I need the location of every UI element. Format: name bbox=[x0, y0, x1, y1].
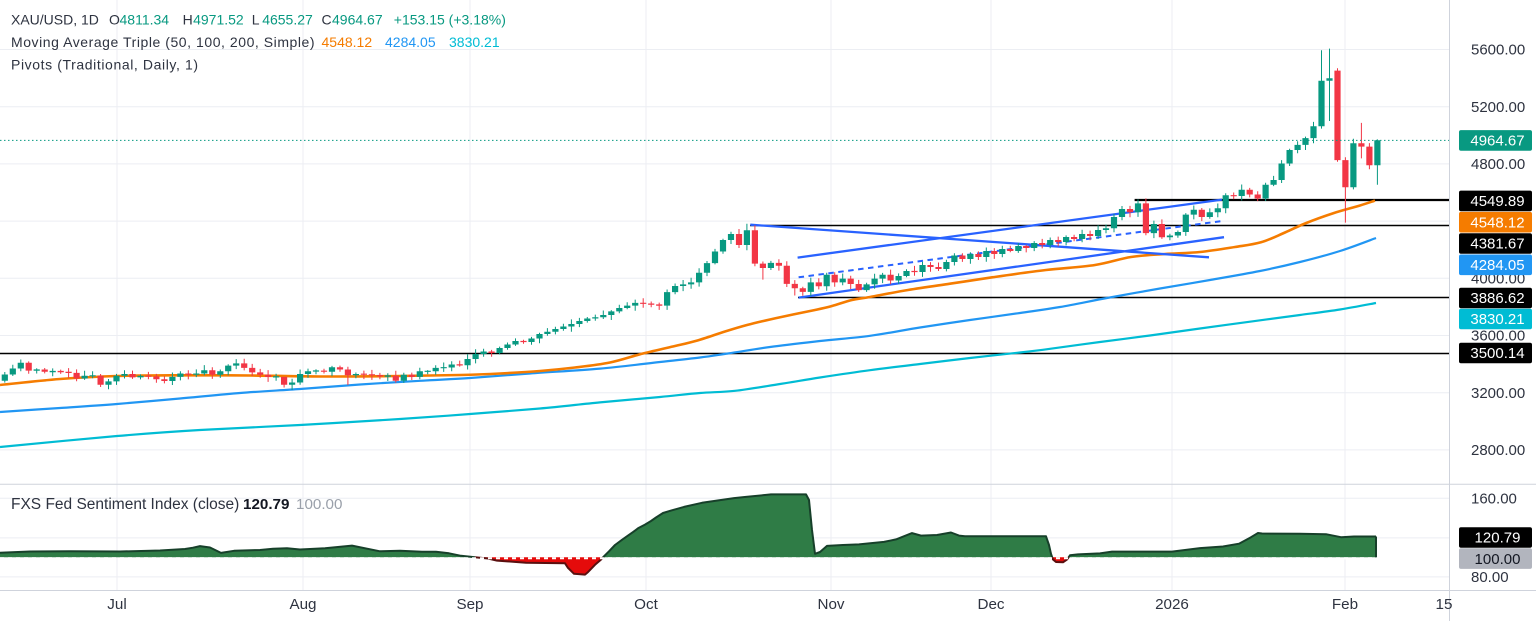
svg-text:4964.67: 4964.67 bbox=[332, 12, 383, 28]
svg-text:Aug: Aug bbox=[289, 596, 316, 613]
svg-text:Dec: Dec bbox=[977, 596, 1004, 613]
svg-text:3830.21: 3830.21 bbox=[1470, 311, 1524, 328]
svg-text:5600.00: 5600.00 bbox=[1471, 42, 1525, 59]
svg-text:4971.52: 4971.52 bbox=[193, 12, 244, 28]
svg-text:3200.00: 3200.00 bbox=[1471, 385, 1525, 402]
svg-text:4800.00: 4800.00 bbox=[1471, 156, 1525, 173]
svg-text:2026: 2026 bbox=[1155, 596, 1189, 613]
svg-text:4284.05: 4284.05 bbox=[1470, 257, 1524, 274]
svg-text:4811.34: 4811.34 bbox=[120, 12, 170, 28]
svg-text:120.79: 120.79 bbox=[1475, 530, 1521, 547]
svg-text:L: L bbox=[252, 12, 260, 28]
svg-text:100.00: 100.00 bbox=[1475, 551, 1521, 568]
svg-text:Moving Average Triple (50, 100: Moving Average Triple (50, 100, 200, Sim… bbox=[11, 34, 315, 50]
svg-text:4548.12: 4548.12 bbox=[322, 34, 373, 50]
svg-text:4284.05: 4284.05 bbox=[385, 34, 436, 50]
svg-text:Feb: Feb bbox=[1332, 596, 1358, 613]
svg-text:3886.62: 3886.62 bbox=[1470, 290, 1524, 307]
svg-text:Sep: Sep bbox=[456, 596, 483, 613]
svg-text:4381.67: 4381.67 bbox=[1470, 236, 1524, 253]
svg-text:Pivots (Traditional, Daily, 1): Pivots (Traditional, Daily, 1) bbox=[11, 57, 199, 73]
svg-text:4549.89: 4549.89 bbox=[1470, 193, 1524, 210]
svg-text:XAU/USD, 1D: XAU/USD, 1D bbox=[11, 12, 99, 28]
svg-text:4655.27: 4655.27 bbox=[262, 12, 313, 28]
svg-text:Jul: Jul bbox=[107, 596, 126, 613]
svg-text:120.79: 120.79 bbox=[243, 496, 289, 513]
svg-text:O: O bbox=[109, 12, 120, 28]
svg-text:3600.00: 3600.00 bbox=[1471, 328, 1525, 345]
svg-text:5200.00: 5200.00 bbox=[1471, 99, 1525, 116]
svg-text:FXS Fed Sentiment Index (close: FXS Fed Sentiment Index (close) bbox=[11, 496, 239, 513]
svg-text:H: H bbox=[183, 12, 193, 28]
svg-text:80.00: 80.00 bbox=[1471, 569, 1509, 586]
svg-text:C: C bbox=[322, 12, 332, 28]
svg-text:100.00: 100.00 bbox=[296, 496, 342, 513]
svg-text:Oct: Oct bbox=[634, 596, 658, 613]
svg-text:4964.67: 4964.67 bbox=[1470, 133, 1524, 150]
svg-text:160.00: 160.00 bbox=[1471, 490, 1517, 507]
svg-text:4548.12: 4548.12 bbox=[1470, 214, 1524, 231]
svg-text:Nov: Nov bbox=[817, 596, 844, 613]
svg-text:+153.15 (+3.18%): +153.15 (+3.18%) bbox=[394, 12, 506, 28]
svg-text:15: 15 bbox=[1436, 596, 1453, 613]
svg-text:2800.00: 2800.00 bbox=[1471, 442, 1525, 459]
svg-text:3500.14: 3500.14 bbox=[1470, 345, 1524, 362]
svg-text:3830.21: 3830.21 bbox=[449, 34, 500, 50]
